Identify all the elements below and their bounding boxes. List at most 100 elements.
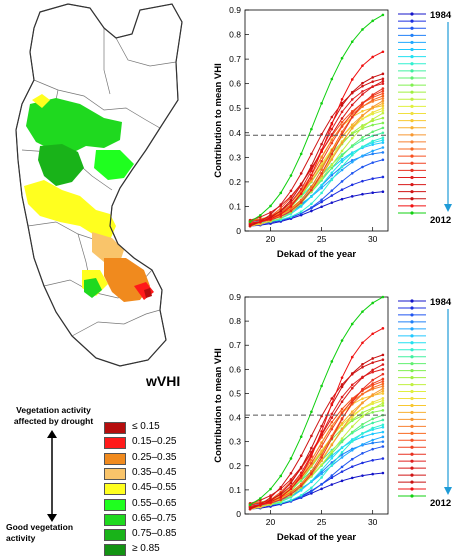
series-point: [340, 56, 344, 60]
legend-series-marker: [410, 211, 414, 215]
legend-series-marker: [410, 376, 414, 380]
series-point: [310, 410, 313, 414]
vhi-chart-bottom: 0 0.1 0.2 0.3 0.4 0.5 0.6 0.7 0.8 0.9 20 25 30 Dekad …: [213, 292, 452, 543]
series-point: [320, 198, 323, 202]
series-point: [350, 78, 354, 81]
series-point: [330, 425, 334, 428]
legend-series-marker: [410, 161, 414, 165]
series-point: [350, 98, 354, 101]
series-point: [371, 400, 374, 404]
series-point: [350, 103, 354, 107]
series-point: [340, 437, 344, 440]
legend-series-marker: [410, 306, 414, 310]
legend-series-marker: [410, 69, 414, 73]
series-point: [381, 97, 385, 100]
series-point: [381, 380, 385, 383]
series-line: [249, 354, 384, 509]
x-axis-label: Dekad of the year: [277, 249, 356, 260]
series-point: [361, 90, 364, 93]
series-point: [330, 115, 334, 119]
series-point: [330, 402, 334, 405]
series-point: [248, 220, 252, 223]
series-point: [381, 430, 385, 434]
series-point: [350, 126, 354, 130]
x-tick-label: 20: [266, 517, 276, 527]
series-point: [371, 93, 374, 96]
series-point: [371, 441, 374, 445]
series-point: [310, 458, 313, 462]
series-point: [361, 415, 364, 418]
legend-swatch: [104, 529, 126, 542]
series-point: [340, 376, 344, 379]
series-point: [330, 127, 334, 131]
legend-series-marker: [410, 445, 414, 449]
series-point: [361, 411, 364, 414]
series-point: [279, 486, 283, 489]
series-point: [330, 476, 334, 480]
series-point: [350, 151, 354, 155]
series-point: [361, 376, 364, 379]
legend-arrow-head: [444, 204, 452, 212]
vhi-patches: [24, 94, 154, 302]
legend-label: 0.55–0.65: [132, 497, 177, 509]
series-point: [340, 456, 344, 459]
series-point: [371, 80, 374, 83]
series-point: [371, 55, 374, 59]
series-point: [371, 332, 374, 336]
legend-series-marker: [410, 62, 414, 66]
series-point: [340, 141, 344, 145]
series-point: [340, 154, 344, 158]
series-point: [361, 28, 364, 31]
y-tick-label: 0.3: [229, 437, 241, 447]
series-point: [381, 404, 385, 407]
series-point: [340, 450, 344, 454]
legend-series-marker: [410, 396, 414, 401]
y-tick-label: 0.8: [229, 30, 241, 40]
series-point: [381, 384, 385, 388]
series-point: [381, 87, 385, 90]
series-point: [361, 81, 364, 85]
legend-series-marker: [410, 147, 414, 151]
series-point: [320, 472, 323, 476]
legend-series-marker: [410, 111, 414, 116]
series-point: [350, 171, 354, 175]
series-point: [371, 411, 374, 414]
series-point: [340, 465, 344, 469]
patch-yellow-north: [32, 94, 50, 108]
series-point: [361, 392, 364, 396]
legend-year-start: 1984: [430, 10, 452, 21]
series-point: [371, 357, 374, 360]
legend-series-marker: [410, 104, 414, 108]
legend-arrow-head: [444, 487, 452, 495]
legend-label: 0.25–0.35: [132, 451, 177, 463]
series-point: [350, 386, 354, 390]
series-point: [299, 484, 303, 488]
series-point: [330, 77, 334, 81]
series-point: [371, 417, 374, 421]
series-point: [340, 339, 344, 342]
series-point: [279, 215, 283, 218]
series-point: [340, 407, 344, 411]
series-point: [289, 484, 293, 488]
legend-item: 0.65–0.75: [104, 513, 244, 527]
series-point: [361, 64, 364, 67]
series-point: [381, 399, 385, 402]
series-point: [320, 186, 323, 190]
legend-series-marker: [410, 133, 414, 137]
series-point: [340, 385, 344, 389]
series-point: [330, 443, 334, 447]
legend-series-marker: [410, 76, 414, 80]
y-tick-label: 0.5: [229, 103, 241, 113]
series-point: [381, 146, 385, 149]
series-point: [381, 358, 385, 361]
legend-item: 0.15–0.25: [104, 436, 244, 450]
legend-series-marker: [410, 424, 414, 428]
series-point: [289, 478, 293, 481]
series-point: [320, 183, 323, 187]
series-point: [381, 104, 385, 108]
y-tick-label: 0.7: [229, 54, 241, 64]
series-point: [320, 424, 323, 428]
series-point: [350, 136, 354, 140]
series-point: [361, 425, 364, 429]
series-point: [340, 168, 344, 172]
